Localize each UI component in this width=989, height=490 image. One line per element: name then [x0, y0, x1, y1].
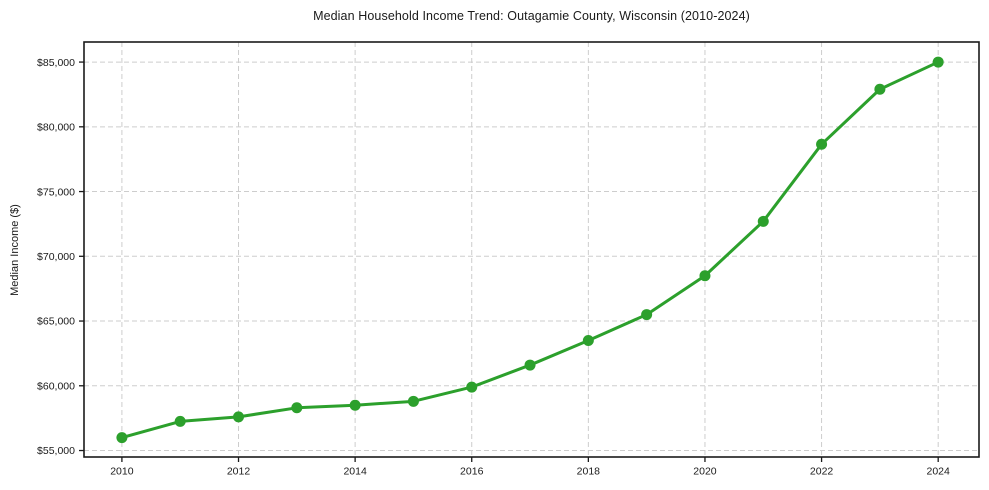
data-point-marker	[407, 395, 419, 407]
data-point-marker	[641, 309, 653, 321]
income-trend-line	[120, 60, 940, 440]
data-point-marker	[233, 411, 245, 423]
data-point-marker	[291, 402, 303, 414]
data-point-marker	[757, 215, 769, 227]
axes-spines	[83, 41, 980, 458]
data-point-marker	[932, 56, 944, 68]
y-tick-label: $80,000	[37, 122, 75, 134]
x-tick-label: 2016	[460, 466, 484, 478]
x-tick-label: 2024	[927, 466, 951, 478]
y-tick-label: $60,000	[37, 380, 75, 392]
data-point-marker	[524, 359, 536, 371]
x-tick-label: 2014	[343, 466, 367, 478]
data-point-marker	[349, 399, 361, 411]
y-axis-label: Median Income ($)	[9, 204, 21, 296]
data-point-marker	[816, 138, 828, 150]
x-tick-label: 2018	[577, 466, 601, 478]
data-point-marker	[116, 432, 128, 444]
x-tick-label: 2012	[227, 466, 251, 478]
chart-title: Median Household Income Trend: Outagamie…	[313, 9, 750, 23]
data-point-marker	[466, 381, 478, 393]
x-tick-label: 2020	[693, 466, 717, 478]
y-tick-label: $65,000	[37, 316, 75, 328]
y-tick-label: $75,000	[37, 186, 75, 198]
data-point-marker	[699, 270, 711, 282]
y-tick-label: $85,000	[37, 57, 75, 69]
y-tick-label: $55,000	[37, 445, 75, 457]
x-tick-label: 2010	[110, 466, 134, 478]
data-point-marker	[174, 415, 186, 427]
y-tick-label: $70,000	[37, 251, 75, 263]
data-point-marker	[874, 83, 886, 95]
x-tick-label: 2022	[810, 466, 834, 478]
data-point-marker	[582, 334, 594, 346]
